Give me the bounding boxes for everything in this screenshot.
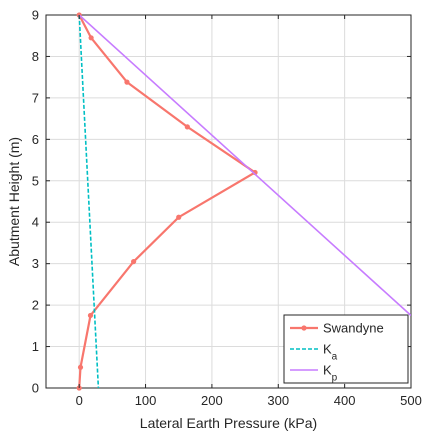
series-layer xyxy=(76,12,411,391)
x-tick-label: 400 xyxy=(334,393,356,408)
y-tick-label: 3 xyxy=(32,256,39,271)
x-axis-label: Lateral Earth Pressure (kPa) xyxy=(140,415,317,431)
series-line-2 xyxy=(78,15,411,317)
series-marker xyxy=(176,214,182,220)
y-tick-label: 8 xyxy=(32,49,39,64)
y-tick-label: 0 xyxy=(32,381,39,396)
ticks: 0 100 200 300 400 500 0 1 2 3 4 5 6 7 8 9 xyxy=(32,8,422,409)
series-marker xyxy=(87,312,94,319)
series-marker xyxy=(184,124,190,130)
plot-frame xyxy=(45,14,412,389)
series-marker xyxy=(77,364,84,370)
x-tick-label: 0 xyxy=(76,393,83,408)
x-tick-label: 500 xyxy=(400,393,422,408)
y-tick-label: 2 xyxy=(32,298,39,313)
y-axis-label: Abutment Height (m) xyxy=(6,137,22,266)
x-tick-label: 200 xyxy=(201,393,223,408)
y-tick-label: 6 xyxy=(32,132,39,147)
legend-marker xyxy=(301,325,307,331)
series-line-0 xyxy=(78,15,258,388)
y-tick-label: 4 xyxy=(32,215,39,230)
y-tick-label: 7 xyxy=(32,90,39,105)
legend-label: Swandyne xyxy=(323,321,384,336)
x-tick-label: 300 xyxy=(267,393,289,408)
y-tick-label: 5 xyxy=(32,173,39,188)
series-line-1 xyxy=(78,15,100,388)
x-tick-label: 100 xyxy=(135,393,157,408)
y-tick-label: 1 xyxy=(32,339,39,354)
series-marker xyxy=(131,258,137,265)
series-marker xyxy=(88,35,94,41)
y-tick-label: 9 xyxy=(32,8,39,23)
series-marker xyxy=(124,79,130,85)
